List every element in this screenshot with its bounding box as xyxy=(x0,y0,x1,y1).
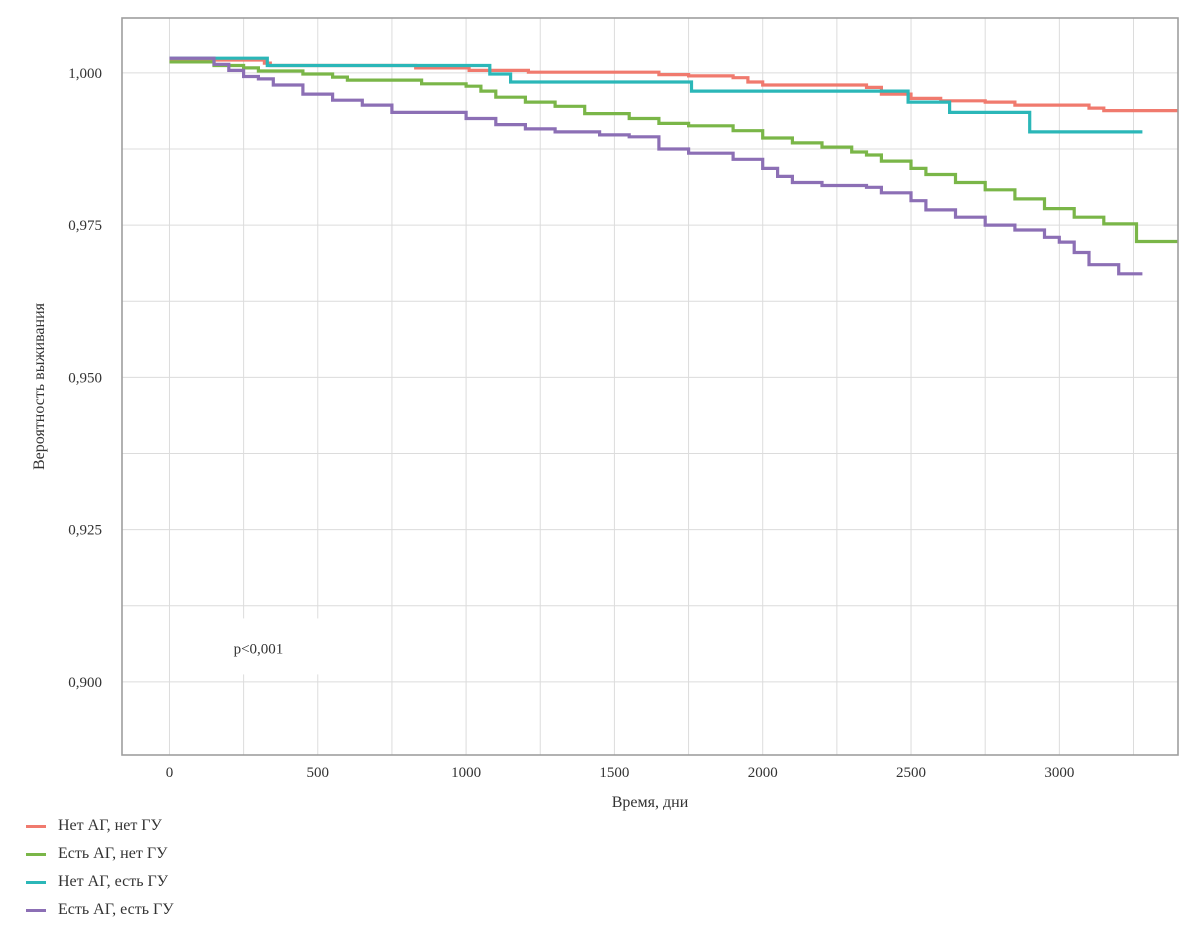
annotation-group: p<0,001 xyxy=(182,618,335,675)
x-tick-label: 3000 xyxy=(1044,765,1074,781)
legend: Нет АГ, нет ГУ Есть АГ, нет ГУ Нет АГ, ест… xyxy=(26,812,174,924)
x-tick-label: 2000 xyxy=(748,765,778,781)
y-tick-label: 0,950 xyxy=(68,370,102,386)
series-line-2 xyxy=(169,60,1178,244)
legend-label: Нет АГ, нет ГУ xyxy=(58,817,162,834)
grid xyxy=(122,18,1178,755)
x-tick-label: 500 xyxy=(307,765,330,781)
legend-swatch xyxy=(26,824,46,828)
y-tick-label: 0,975 xyxy=(68,218,102,234)
y-axis-title: Вероятность выживания xyxy=(31,302,48,470)
y-axis: 0,900 0,925 0,950 0,975 1,000 xyxy=(68,66,102,691)
x-tick-label: 2500 xyxy=(896,765,926,781)
y-tick-label: 0,925 xyxy=(68,523,102,539)
series-line-4 xyxy=(169,56,1143,276)
legend-item-2: Есть АГ, нет ГУ xyxy=(26,840,174,868)
legend-label: Есть АГ, есть ГУ xyxy=(58,901,174,918)
legend-label: Нет АГ, есть ГУ xyxy=(58,873,169,890)
series-line-1 xyxy=(169,58,1178,113)
x-tick-label: 1500 xyxy=(599,765,629,781)
legend-label: Есть АГ, нет ГУ xyxy=(58,845,168,862)
y-tick-label: 0,900 xyxy=(68,675,102,691)
plot-frame xyxy=(121,17,1179,756)
x-tick-label: 0 xyxy=(166,765,174,781)
legend-swatch xyxy=(26,880,46,884)
legend-swatch xyxy=(26,852,46,856)
x-tick-label: 1000 xyxy=(451,765,481,781)
x-axis: 0 500 1000 1500 2000 2500 3000 xyxy=(166,765,1075,781)
annotation-background xyxy=(182,618,335,675)
series-line-3 xyxy=(169,56,1143,134)
legend-item-1: Нет АГ, нет ГУ xyxy=(26,812,174,840)
y-tick-label: 1,000 xyxy=(68,66,102,82)
legend-item-4: Есть АГ, есть ГУ xyxy=(26,896,174,924)
legend-item-3: Нет АГ, есть ГУ xyxy=(26,868,174,896)
p-value-annotation: p<0,001 xyxy=(234,641,284,657)
x-axis-title: Время, дни xyxy=(612,794,689,811)
series-lines xyxy=(169,56,1178,276)
legend-swatch xyxy=(26,908,46,912)
